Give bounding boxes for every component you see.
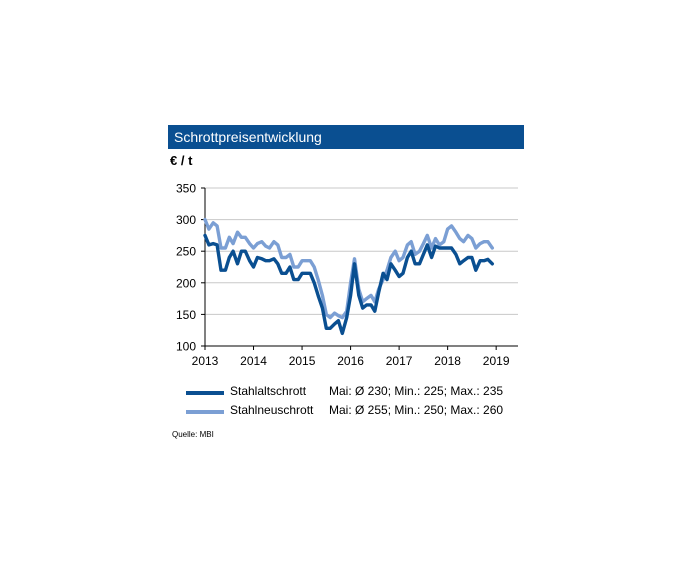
x-tick-label-2014: 2014: [240, 354, 267, 368]
chart-title: Schrottpreisentwicklung: [168, 125, 524, 149]
legend-stats-stahlaltschrott: Mai: Ø 230; Min.: 225; Max.: 235: [329, 384, 504, 398]
source-note: Quelle: MBI: [172, 430, 214, 439]
legend-swatch-stahlaltschrott: [186, 391, 224, 395]
y-tick-label-150: 150: [176, 308, 196, 322]
x-tick-label-2018: 2018: [434, 354, 461, 368]
y-tick-label-300: 300: [176, 213, 196, 227]
y-tick-label-200: 200: [176, 276, 196, 290]
tick-labels: 100 150 200 250 300 350 2013 2014 2015 2016 2017 20…: [176, 182, 510, 369]
x-tick-label-2016: 2016: [337, 354, 364, 368]
y-tick-label-250: 250: [176, 245, 196, 259]
legend-label-stahlneuschrott: Stahlneuschrott: [230, 403, 314, 417]
legend-label-stahlaltschrott: Stahlaltschrott: [230, 384, 307, 398]
legend-stats-stahlneuschrott: Mai: Ø 255; Min.: 250; Max.: 260: [329, 403, 504, 417]
axes: [201, 187, 518, 350]
legend-swatch-stahlneuschrott: [186, 410, 224, 414]
grid-lines: [205, 187, 518, 315]
y-axis-unit: € / t: [170, 153, 193, 168]
x-tick-label-2019: 2019: [483, 354, 510, 368]
x-tick-label-2015: 2015: [289, 354, 316, 368]
y-tick-label-350: 350: [176, 182, 196, 196]
x-tick-label-2013: 2013: [192, 354, 219, 368]
series-lines: [203, 217, 494, 336]
x-tick-label-2017: 2017: [386, 354, 413, 368]
series-line-stahlaltschrott: [203, 233, 494, 336]
y-tick-label-100: 100: [176, 340, 196, 354]
